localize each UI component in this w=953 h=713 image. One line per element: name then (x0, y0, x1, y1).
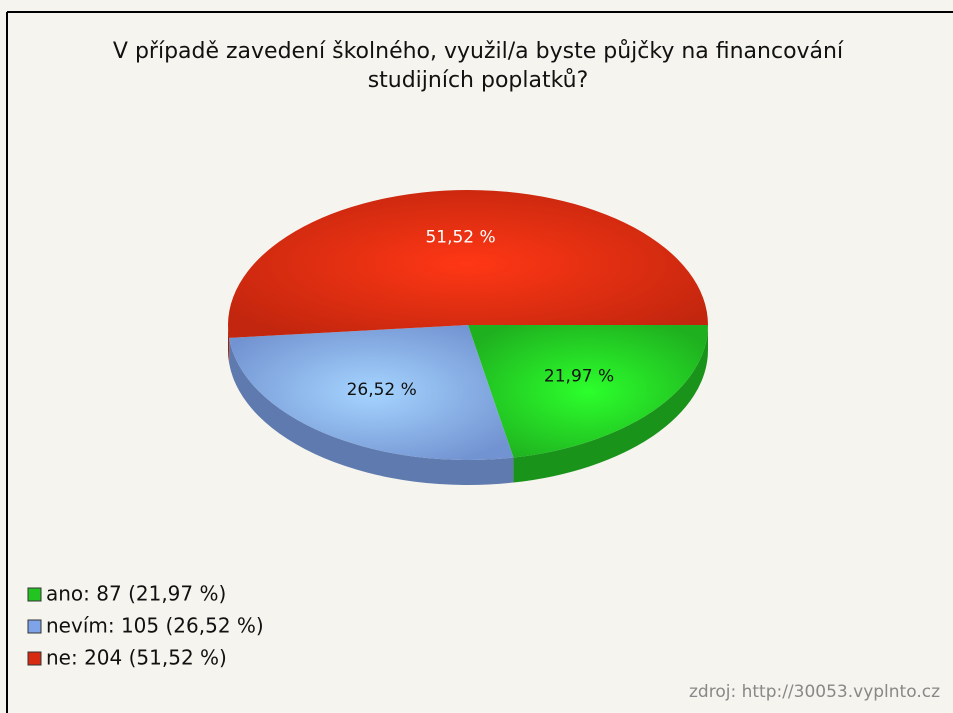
legend-swatch (27, 651, 42, 666)
pie-side (513, 325, 708, 483)
legend-swatch (27, 587, 42, 602)
pie-slice (228, 189, 708, 338)
data-label: 51,52 % (425, 227, 495, 247)
chart-title: V případě zavedení školného, využil/a by… (113, 39, 844, 64)
chart-title: studijních poplatků? (368, 68, 589, 93)
data-label: 21,97 % (544, 367, 614, 387)
pie-side (228, 325, 230, 363)
source: zdroj: http://30053.vyplnto.cz (689, 682, 940, 702)
legend-label: ne: 204 (51,52 %) (46, 646, 227, 670)
legend-label: nevím: 105 (26,52 %) (46, 614, 264, 638)
data-label: 26,52 % (347, 380, 417, 400)
legend-swatch (27, 619, 42, 634)
pie-slice (468, 325, 708, 458)
legend-label: ano: 87 (21,97 %) (46, 582, 226, 606)
pie-slice (229, 325, 514, 461)
pie-side (229, 337, 514, 486)
